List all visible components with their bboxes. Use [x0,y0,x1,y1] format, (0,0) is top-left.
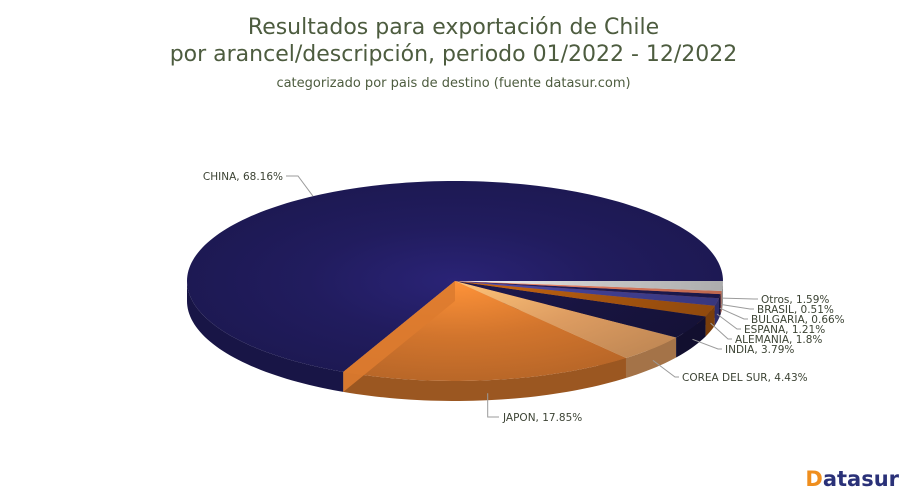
datasur-logo: Datasur [805,467,899,491]
slice-label-alemania: ALEMANIA, 1.8% [735,334,822,346]
pie-slice-japon [343,281,626,381]
pie-rim-wall-alemania [705,305,715,337]
pie-radial-wall-front-japon [343,281,455,392]
slice-label-japon: JAPON, 17.85% [502,412,582,424]
slice-label-corea-del-sur: COREA DEL SUR, 4.43% [682,372,808,384]
slice-label-india: INDIA, 3.79% [725,344,794,356]
slice-label-bulgaria: BULGARIA, 0.66% [751,314,845,326]
slice-label-otros: Otros, 1.59% [761,294,829,306]
leader-line-japon [487,393,499,418]
pie-slice-brasil [455,281,722,295]
leader-line-alemania [710,322,732,340]
leader-line-brasil [721,304,754,310]
pie-slice-bulgaria [455,281,721,299]
pie-slice-corea-del-sur [455,281,677,359]
leader-line-bulgaria [719,307,748,320]
pie-rim-wall-espana [714,298,719,326]
chart-header: Resultados para exportación de Chile por… [0,14,907,94]
slice-label-china: CHINA, 68.16% [203,171,283,183]
pie-slice-alemania [455,281,715,317]
leader-line-otros [722,297,758,300]
pie-slice-otros [455,281,723,291]
leader-line-china [286,175,314,197]
chart-subtitle: categorizado por pais de destino (fuente… [276,76,631,91]
slice-label-brasil: BRASIL, 0.51% [757,304,834,316]
pie-slice-china [187,181,723,372]
leader-line-corea-del-sur [652,360,679,378]
logo-rest-text: atasur [822,467,899,491]
chart-title-line1: Resultados para exportación de Chile [247,15,660,40]
pie-rim-wall-china [187,281,344,392]
pie-rim-wall-japon [343,358,626,401]
leader-line-india [692,338,722,350]
pie-rim-wall-bulgaria [718,294,721,319]
pie-rim-wall-brasil [720,290,722,315]
leader-line-espana [716,313,741,330]
pie-slice-india [455,281,706,338]
slice-label-espana: ESPANA, 1.21% [744,324,825,336]
pie-rim-wall-corea-del-sur [625,337,677,379]
logo-accent-letter: D [805,467,823,491]
pie-annotations: CHINA, 68.16% JAPON, 17.85% COREA DEL SUR,… [203,171,845,424]
chart-title-line2: por arancel/descripción, periodo 01/2022… [169,42,738,67]
pie-slice-espana [455,281,719,306]
pie-faces [187,181,723,392]
pie-rim-wall-otros [721,281,723,311]
pie-rim-wall-india [676,316,706,358]
